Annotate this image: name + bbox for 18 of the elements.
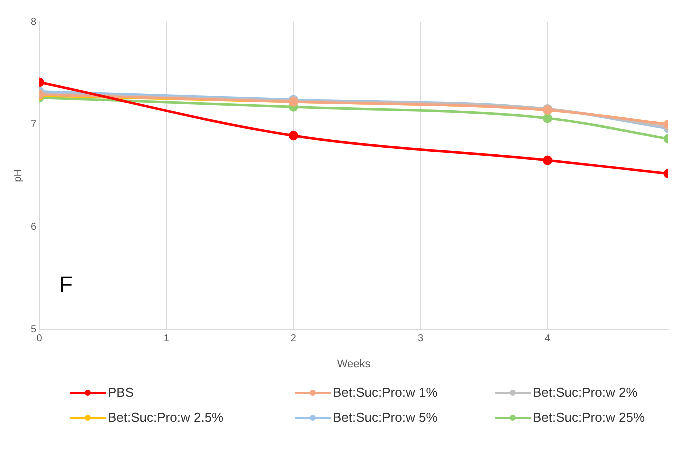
y-tick-label: 5 bbox=[31, 324, 37, 336]
y-tick-label: 8 bbox=[31, 16, 37, 28]
legend-label: Bet:Suc:Pro:w 25% bbox=[533, 410, 645, 425]
annotation: F bbox=[60, 272, 74, 297]
x-tick-label: 3 bbox=[418, 334, 424, 345]
x-tick-label: 2 bbox=[290, 334, 297, 345]
x-axis-title: Weeks bbox=[337, 358, 372, 370]
legend-label: Bet:Suc:Pro:w 1% bbox=[333, 385, 438, 400]
legend-label: PBS bbox=[108, 385, 134, 400]
y-axis-title: pH bbox=[12, 170, 24, 182]
x-tick-label: 4 bbox=[545, 334, 552, 345]
legend-label: Bet:Suc:Pro:w 2.5% bbox=[108, 410, 224, 425]
legend-label: Bet:Suc:Pro:w 5% bbox=[333, 410, 438, 425]
x-tick-label: 1 bbox=[164, 334, 170, 345]
x-tick-label: 0 bbox=[36, 334, 43, 345]
legend-label: Bet:Suc:Pro:w 2% bbox=[533, 385, 638, 400]
y-tick-label: 6 bbox=[31, 222, 37, 233]
y-tick-label: 7 bbox=[31, 119, 37, 130]
